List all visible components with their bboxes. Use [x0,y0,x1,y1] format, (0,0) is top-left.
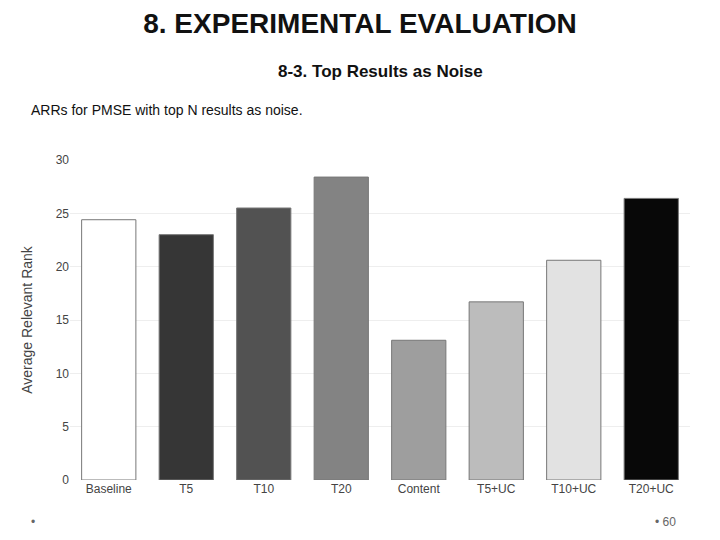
svg-text:8-3. Top Results as Noise: 8-3. Top Results as Noise [278,62,483,81]
svg-text:T10: T10 [253,482,274,496]
svg-text:T10+UC: T10+UC [551,482,596,496]
svg-text:10: 10 [56,367,70,381]
svg-text:T20+UC: T20+UC [629,482,674,496]
svg-text:Baseline: Baseline [86,482,132,496]
svg-text:8. EXPERIMENTAL EVALUATION: 8. EXPERIMENTAL EVALUATION [143,8,577,39]
svg-text:• 60: • 60 [655,515,676,529]
svg-text:ARRs for PMSE with top N resul: ARRs for PMSE with top N results as nois… [31,102,303,118]
svg-text:Content: Content [398,482,441,496]
svg-text:0: 0 [62,473,69,487]
svg-text:30: 30 [56,153,70,167]
svg-text:•: • [31,515,35,529]
svg-text:T5: T5 [179,482,193,496]
svg-text:5: 5 [62,420,69,434]
svg-text:20: 20 [56,260,70,274]
svg-text:T20: T20 [331,482,352,496]
svg-text:T5+UC: T5+UC [477,482,516,496]
svg-text:15: 15 [56,313,70,327]
svg-text:Average Relevant Rank: Average Relevant Rank [19,245,35,394]
svg-text:25: 25 [56,207,70,221]
